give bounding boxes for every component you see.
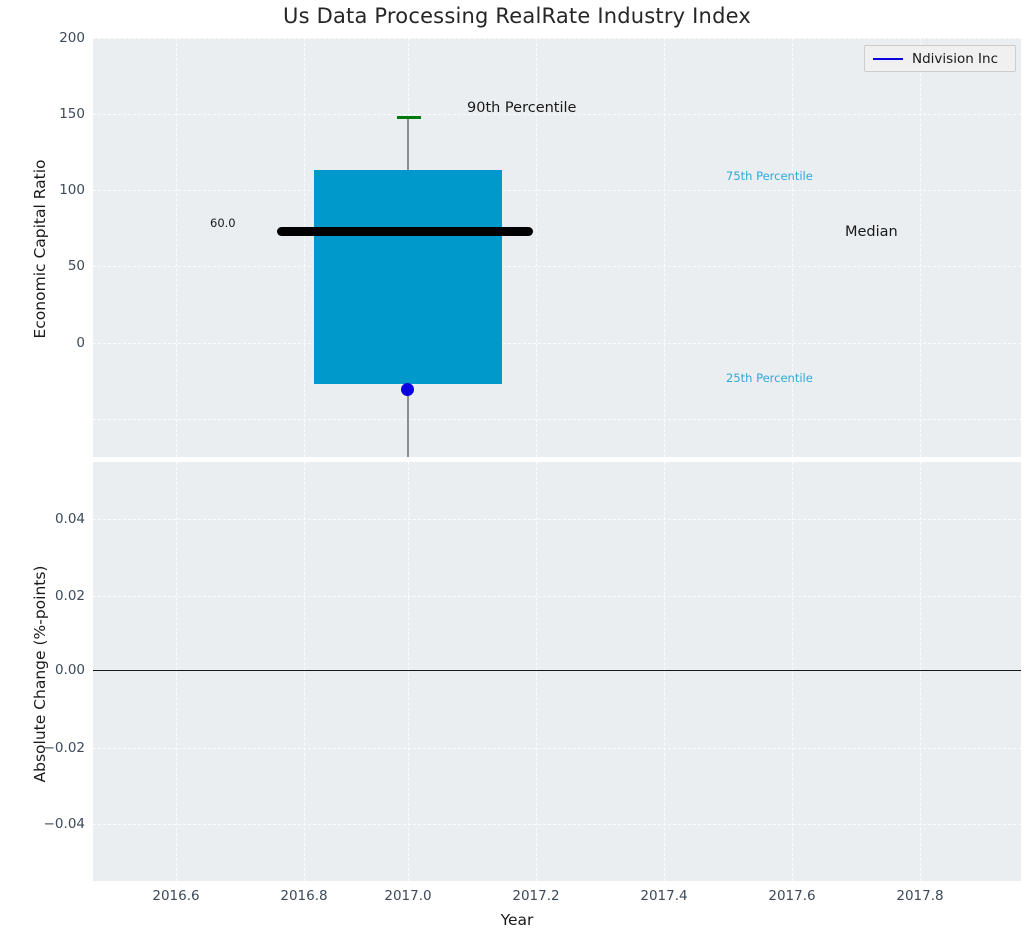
- panel-absolute-change: [93, 462, 1021, 881]
- company-value-marker[interactable]: [401, 383, 414, 396]
- gridline-h: [93, 519, 1021, 520]
- gridline-h: [93, 596, 1021, 597]
- xtick: 2017.0: [384, 888, 432, 904]
- gridline-v: [536, 462, 537, 881]
- chart-title: Us Data Processing RealRate Industry Ind…: [283, 4, 751, 28]
- gridline-v: [408, 462, 409, 881]
- iqr-box: [314, 170, 502, 384]
- gridline-v: [176, 462, 177, 881]
- gridline-h: [93, 190, 1021, 191]
- annotation-25th-percentile: 25th Percentile: [726, 371, 813, 385]
- annotation-90th-percentile: 90th Percentile: [467, 100, 577, 116]
- panel-economic-capital-ratio: 90th Percentile 75th Percentile Median 2…: [93, 38, 1021, 457]
- ytick-bottom: 0.04: [54, 511, 85, 527]
- gridline-h: [93, 748, 1021, 749]
- gridline-v: [920, 38, 921, 457]
- yaxis-bottom-label: Absolute Change (%-points): [31, 565, 49, 783]
- percentile-90-cap: [397, 116, 421, 120]
- xtick: 2017.4: [640, 888, 688, 904]
- ytick-top: 100: [59, 182, 85, 198]
- xtick: 2017.6: [768, 888, 816, 904]
- median-line: [277, 227, 533, 236]
- xaxis-label: Year: [500, 911, 534, 929]
- ytick-top: 0: [76, 335, 85, 351]
- xtick: 2017.2: [512, 888, 560, 904]
- legend-line-icon: [873, 57, 903, 60]
- gridline-h: [93, 419, 1021, 420]
- ytick-bottom: −0.04: [43, 816, 85, 832]
- gridline-h: [93, 343, 1021, 344]
- ytick-top: 150: [59, 106, 85, 122]
- xtick: 2016.8: [280, 888, 328, 904]
- zero-reference-line: [93, 670, 1021, 671]
- legend-label: Ndivision Inc: [912, 50, 999, 67]
- annotation-75th-percentile: 75th Percentile: [726, 169, 813, 183]
- gridline-v: [792, 462, 793, 881]
- gridline-v: [664, 38, 665, 457]
- gridline-h: [93, 824, 1021, 825]
- ytick-top: 50: [67, 258, 85, 274]
- gridline-v: [176, 38, 177, 457]
- xtick: 2017.8: [896, 888, 944, 904]
- ytick-bottom: 0.02: [54, 588, 85, 604]
- gridline-h: [93, 266, 1021, 267]
- gridline-v: [664, 462, 665, 881]
- ytick-bottom: 0.00: [54, 662, 85, 678]
- xtick: 2016.6: [152, 888, 200, 904]
- legend[interactable]: Ndivision Inc: [864, 45, 1016, 72]
- gridline-v: [792, 38, 793, 457]
- ytick-top: 200: [59, 30, 85, 46]
- annotation-median: Median: [845, 224, 898, 240]
- gridline-v: [304, 38, 305, 457]
- yaxis-top-label: Economic Capital Ratio: [31, 159, 49, 339]
- gridline-h: [93, 38, 1021, 39]
- gridline-v: [920, 462, 921, 881]
- gridline-v: [304, 462, 305, 881]
- ytick-bottom: −0.02: [43, 740, 85, 756]
- median-value-label: 60.0: [210, 216, 236, 230]
